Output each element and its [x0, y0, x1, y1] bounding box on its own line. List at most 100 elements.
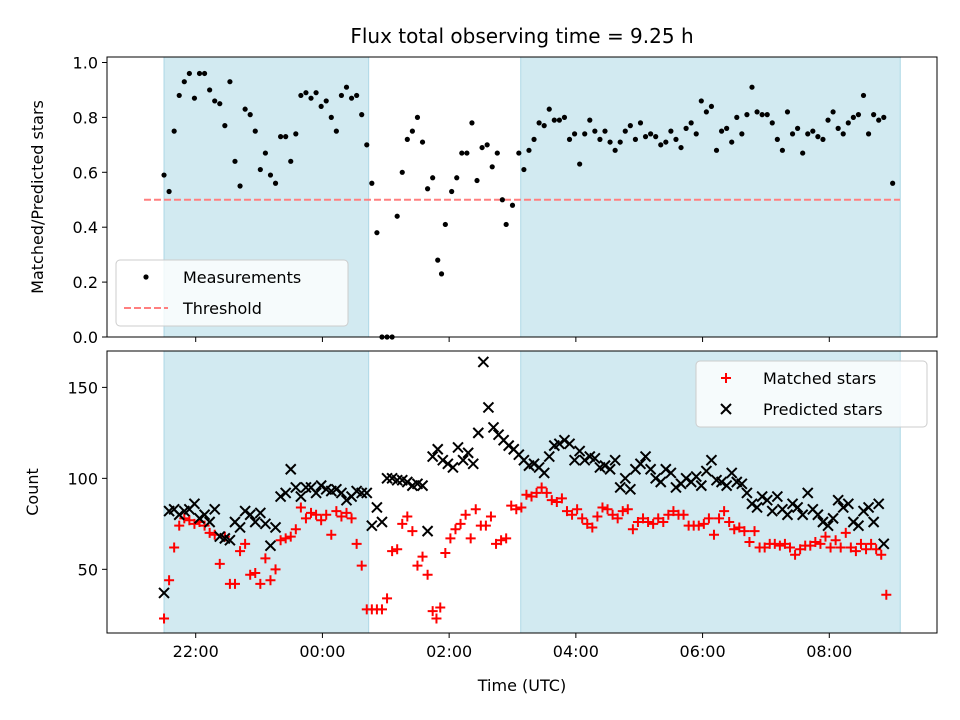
measurement-point	[607, 139, 613, 145]
y-tick-label: 1.0	[73, 53, 98, 72]
matched-point	[835, 542, 846, 553]
measurement-point	[343, 84, 350, 90]
matched-point	[435, 602, 446, 613]
matched-point	[470, 504, 481, 515]
top-axes-frame	[106, 56, 938, 338]
predicted-point	[158, 587, 170, 599]
predicted-point	[442, 458, 454, 470]
predicted-point	[827, 512, 839, 525]
measurement-point	[546, 106, 552, 112]
measurement-point	[399, 169, 405, 175]
measurement-point	[201, 70, 208, 77]
matched-point	[759, 542, 770, 553]
predicted-point	[472, 427, 484, 439]
predicted-point	[715, 476, 728, 488]
predicted-point	[203, 516, 216, 528]
matched-point	[460, 509, 471, 520]
measurement-point	[242, 106, 248, 112]
predicted-point	[234, 521, 246, 534]
legend-matched-marker	[721, 373, 731, 383]
matched-point	[506, 500, 517, 511]
measurement-point	[739, 131, 745, 137]
matched-point	[501, 533, 512, 544]
matched-point	[402, 511, 413, 522]
predicted-point	[655, 476, 667, 488]
predicted-point	[553, 438, 566, 450]
measurement-point	[724, 125, 730, 131]
matched-point	[739, 526, 750, 537]
measurement-point	[865, 131, 872, 137]
predicted-point	[842, 498, 855, 510]
measurement-point	[835, 125, 841, 131]
measurement-point	[754, 109, 760, 115]
measurement-point	[521, 166, 527, 173]
legend-measurement-marker	[143, 274, 149, 280]
matched-point	[169, 542, 180, 553]
legend-label: Predicted stars	[763, 400, 883, 419]
matched-point	[356, 560, 367, 571]
matched-point	[850, 546, 861, 557]
predicted-point	[873, 498, 885, 510]
measurement-point	[459, 150, 465, 156]
matched-point	[597, 502, 608, 513]
matched-point	[526, 491, 537, 502]
matched-point	[719, 506, 730, 517]
predicted-point	[264, 539, 277, 552]
measurement-point	[267, 172, 274, 178]
measurement-point	[489, 164, 495, 170]
y-tick-label: 0.0	[73, 328, 98, 347]
legend-label: Measurements	[183, 268, 301, 287]
predicted-point	[726, 467, 738, 479]
matched-point	[643, 517, 654, 528]
measurement-point	[658, 142, 664, 148]
predicted-point	[690, 470, 702, 483]
matched-point	[876, 549, 887, 560]
matched-point	[485, 511, 496, 522]
measurement-point	[860, 92, 867, 99]
measurement-point	[278, 134, 284, 140]
measurement-point	[237, 183, 243, 189]
matched-point	[577, 513, 588, 524]
predicted-point	[269, 521, 282, 534]
predicted-point	[295, 490, 307, 503]
top-panel: 0.0 0.2 0.4 0.6 0.8 1.0 Matched/Predicted sta…	[28, 53, 938, 347]
measurement-point	[207, 87, 213, 93]
predicted-point	[259, 518, 272, 530]
predicted-point	[609, 454, 621, 466]
measurement-point	[171, 128, 177, 134]
predicted-point	[366, 519, 378, 532]
y-tick-label: 0.4	[73, 218, 98, 237]
matched-point	[240, 538, 251, 549]
measurement-point	[805, 131, 811, 137]
matched-point	[774, 540, 785, 551]
predicted-point	[644, 463, 657, 475]
predicted-point	[680, 472, 692, 485]
matched-point	[840, 527, 851, 538]
matched-point	[280, 533, 291, 544]
matched-point	[397, 518, 408, 529]
matched-point	[250, 567, 261, 578]
measurement-point	[597, 136, 603, 142]
matched-point	[703, 513, 714, 524]
measurement-point	[484, 142, 490, 148]
matched-point	[392, 544, 403, 555]
matched-point	[164, 575, 175, 586]
matched-point	[265, 575, 276, 586]
matched-point	[866, 538, 877, 549]
measurement-point	[769, 120, 775, 126]
measurement-point	[494, 150, 500, 156]
predicted-point	[239, 505, 251, 517]
predicted-point	[558, 434, 571, 446]
measurement-point	[419, 139, 426, 145]
matched-point	[648, 518, 659, 529]
measurement-point	[632, 136, 639, 142]
predicted-point	[290, 481, 302, 494]
x-tick-label: 00:00	[299, 642, 345, 661]
measurement-point	[323, 98, 329, 104]
measurement-point	[333, 128, 339, 134]
top-y-axis-label: Matched/Predicted stars	[28, 100, 47, 294]
predicted-point	[812, 509, 824, 521]
matched-point	[602, 504, 613, 515]
measurement-point	[617, 139, 623, 145]
